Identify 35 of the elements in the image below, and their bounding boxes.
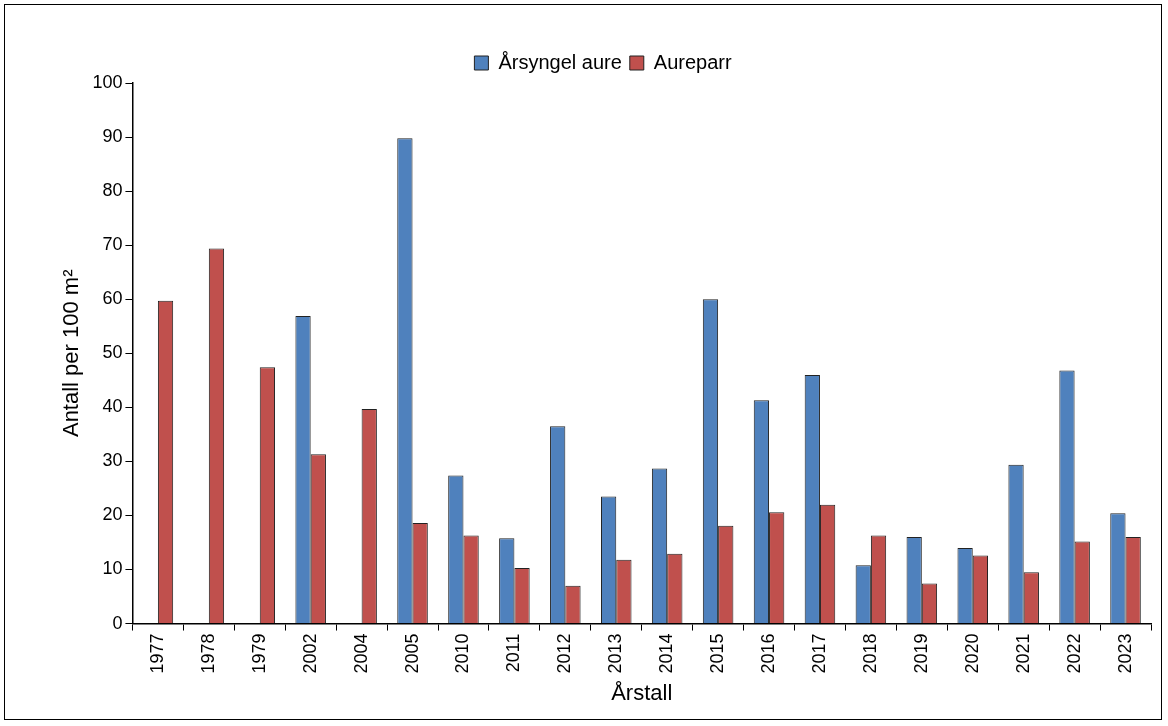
x-tick-label: 1977 — [146, 633, 167, 674]
y-tick-label: 100 — [92, 71, 123, 92]
y-tick-label: 90 — [102, 126, 123, 147]
y-tick-label: 20 — [102, 504, 123, 525]
y-tick-label: 80 — [102, 180, 123, 201]
x-tick-label: 2010 — [452, 633, 473, 674]
x-tick-label: 2015 — [707, 633, 728, 674]
x-tick-label: 2013 — [605, 633, 626, 674]
y-tick-label: 70 — [102, 234, 123, 255]
x-tick-label: 2011 — [503, 633, 524, 673]
x-tick-label: 2020 — [961, 633, 982, 674]
y-tick-label: 40 — [102, 396, 123, 417]
x-tick-label: 2021 — [1012, 633, 1033, 674]
x-tick-label: 2002 — [299, 633, 320, 674]
x-tick-label: 2017 — [808, 633, 829, 674]
y-tick-label: 60 — [102, 288, 123, 309]
x-axis-title: Årstall — [611, 679, 673, 705]
x-tick-label: 2023 — [1114, 633, 1135, 674]
x-tick-label: 2018 — [859, 633, 880, 674]
x-tick-label: 1979 — [248, 633, 269, 674]
y-tick-label: 30 — [102, 450, 123, 471]
y-axis-title: Antall per 100 m² — [58, 269, 84, 438]
x-tick-label: 2014 — [656, 633, 677, 674]
x-tick-label: 1978 — [197, 633, 218, 674]
y-tick-label: 50 — [102, 342, 123, 363]
x-tick-label: 2019 — [910, 633, 931, 674]
legend-label: Årsyngel aure — [498, 50, 622, 73]
x-tick-label: 2012 — [554, 633, 575, 674]
x-tick-label: 2022 — [1063, 633, 1084, 674]
legend-label: Aureparr — [653, 50, 732, 73]
x-tick-label: 2005 — [401, 633, 422, 674]
y-tick-label: 10 — [102, 558, 123, 579]
x-tick-label: 2016 — [758, 633, 779, 674]
x-tick-label: 2004 — [350, 633, 371, 674]
y-tick-label: 0 — [112, 612, 123, 633]
